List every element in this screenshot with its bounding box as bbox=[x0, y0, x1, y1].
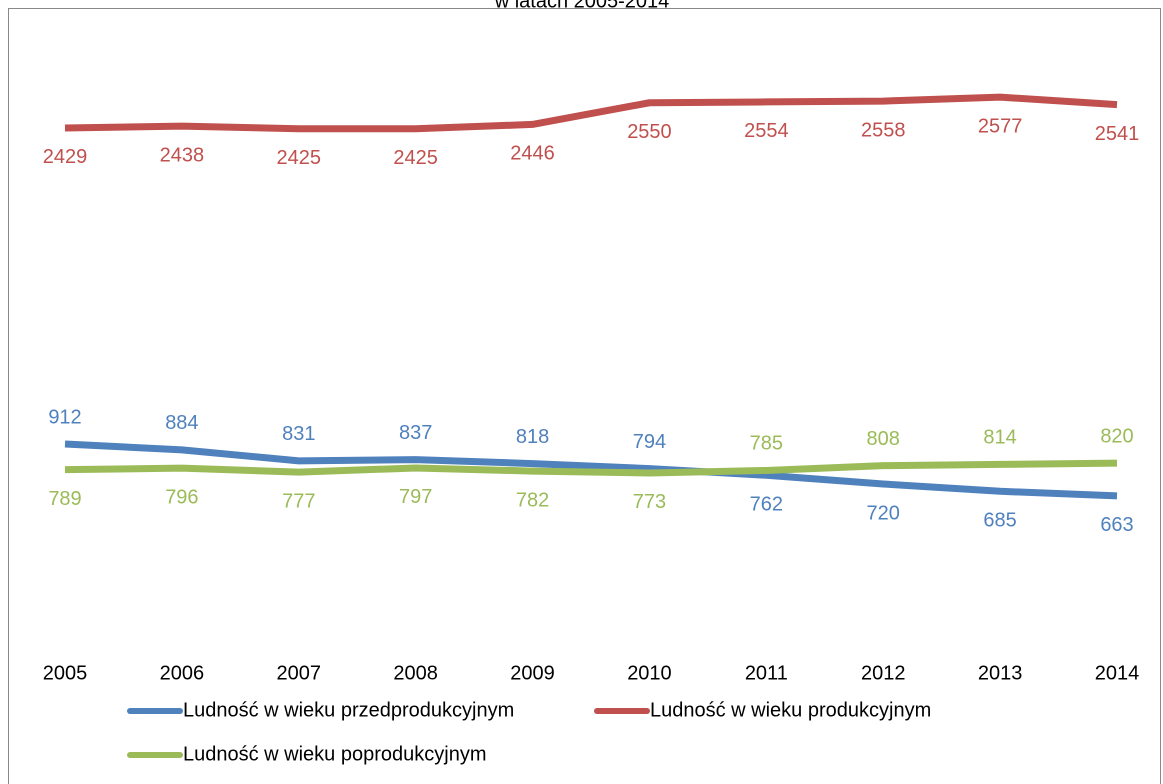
data-label: 814 bbox=[983, 427, 1016, 449]
data-label: 794 bbox=[633, 431, 666, 453]
x-tick-label: 2009 bbox=[510, 662, 555, 684]
x-tick-label: 2006 bbox=[160, 662, 205, 684]
data-label: 685 bbox=[983, 510, 1016, 532]
data-label: 2446 bbox=[510, 143, 555, 165]
data-label: 762 bbox=[750, 494, 783, 516]
data-label: 808 bbox=[867, 428, 900, 450]
data-label: 2550 bbox=[627, 121, 672, 143]
data-label: 796 bbox=[165, 486, 198, 508]
line-series bbox=[64, 459, 1118, 477]
legend-label: Ludność w wieku poprodukcyjnym bbox=[183, 743, 487, 765]
data-label: 2577 bbox=[978, 115, 1023, 137]
x-tick-label: 2010 bbox=[627, 662, 672, 684]
data-label: 2438 bbox=[160, 144, 205, 166]
x-tick-label: 2008 bbox=[393, 662, 438, 684]
data-label: 912 bbox=[48, 406, 81, 428]
data-label: 2425 bbox=[393, 147, 438, 169]
x-tick-label: 2013 bbox=[978, 662, 1023, 684]
line-series bbox=[64, 93, 1118, 133]
data-label: 663 bbox=[1100, 514, 1133, 536]
data-label: 720 bbox=[867, 502, 900, 524]
data-label: 789 bbox=[48, 488, 81, 510]
data-label: 820 bbox=[1100, 425, 1133, 447]
x-tick-label: 2012 bbox=[861, 662, 906, 684]
x-tick-label: 2011 bbox=[745, 662, 788, 684]
data-label: 785 bbox=[750, 433, 783, 455]
data-label: 818 bbox=[516, 426, 549, 448]
data-label: 782 bbox=[516, 489, 549, 511]
data-label: 777 bbox=[282, 490, 315, 512]
x-tick-label: 2005 bbox=[43, 662, 88, 684]
legend-label: Ludność w wieku przedprodukcyjnym bbox=[183, 699, 514, 721]
x-tick-label: 2007 bbox=[277, 662, 322, 684]
data-label: 773 bbox=[633, 491, 666, 513]
line-series bbox=[64, 440, 1118, 500]
data-label: 884 bbox=[165, 412, 198, 434]
data-label: 2541 bbox=[1095, 123, 1140, 145]
data-label: 797 bbox=[399, 486, 432, 508]
x-tick-label: 2014 bbox=[1095, 662, 1140, 684]
chart-frame bbox=[8, 8, 1161, 784]
legend-label: Ludność w wieku produkcyjnym bbox=[650, 699, 931, 721]
chart-title: w latach 2005-2014 bbox=[494, 0, 670, 12]
data-label: 2558 bbox=[861, 119, 906, 141]
data-label: 2429 bbox=[43, 146, 88, 168]
data-label: 2425 bbox=[277, 147, 322, 169]
data-label: 831 bbox=[282, 423, 315, 445]
data-label: 2554 bbox=[744, 120, 789, 142]
data-label: 837 bbox=[399, 422, 432, 444]
